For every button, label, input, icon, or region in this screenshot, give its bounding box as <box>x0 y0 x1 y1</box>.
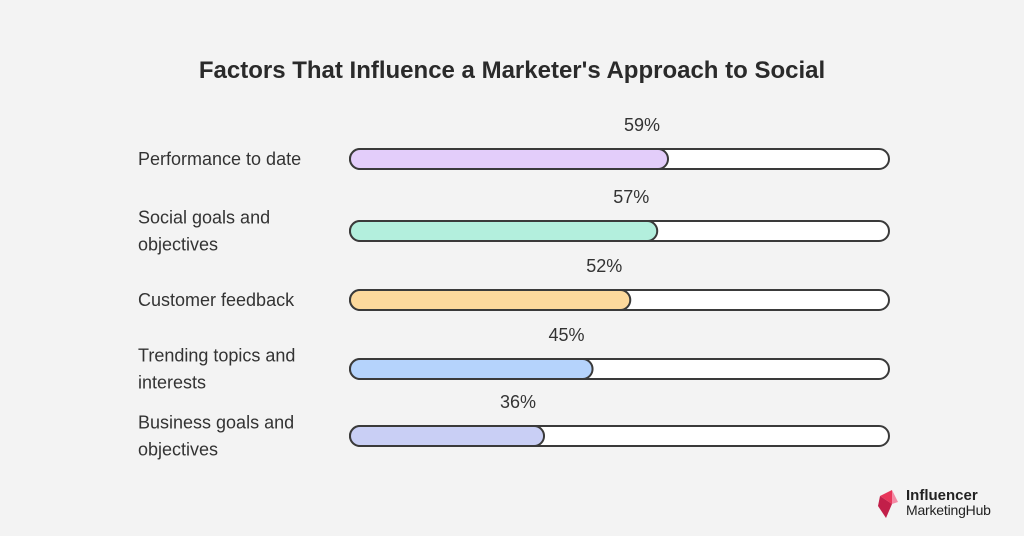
category-label: Customer feedback <box>138 290 295 310</box>
bar-row: 57% Social goals and objectives <box>138 187 890 255</box>
category-label-line: interests <box>138 373 206 393</box>
category-label-line: Performance to date <box>138 149 301 169</box>
logo-shape-top <box>880 490 892 504</box>
bar-rows: 59% Performance to date 57% Social goals an… <box>138 115 890 460</box>
logo-shape-bottom <box>878 496 892 518</box>
bar <box>349 289 632 311</box>
logo-shape-side <box>892 490 898 504</box>
bar <box>349 358 594 380</box>
data-label: 59% <box>624 115 660 135</box>
bar-row: 59% Performance to date <box>138 115 890 170</box>
category-label: Trending topics and interests <box>138 346 295 393</box>
bar-row: 52% Customer feedback <box>138 256 890 311</box>
category-label: Performance to date <box>138 149 301 169</box>
data-label: 52% <box>586 256 622 276</box>
influencer-marketing-hub-logo-icon <box>878 490 898 518</box>
data-label: 36% <box>500 392 536 412</box>
brand-line-1: Influencer <box>906 487 978 504</box>
bar <box>349 148 670 170</box>
chart-title: Factors That Influence a Marketer's Appr… <box>199 57 825 84</box>
bar-row: 36% Business goals and objectives <box>138 392 890 460</box>
bar <box>349 220 659 242</box>
data-label: 57% <box>613 187 649 207</box>
bar <box>349 425 546 447</box>
bar-row: 45% Trending topics and interests <box>138 325 890 393</box>
category-label: Business goals and objectives <box>138 413 294 460</box>
brand-logo: Influencer MarketingHub <box>876 488 1016 524</box>
category-label: Social goals and objectives <box>138 208 270 255</box>
brand-line-2: MarketingHub <box>906 502 991 518</box>
category-label-line: Social goals and <box>138 208 270 228</box>
category-label-line: objectives <box>138 235 218 255</box>
data-label: 45% <box>549 325 585 345</box>
category-label-line: Customer feedback <box>138 290 295 310</box>
brand-wordmark: Influencer MarketingHub <box>906 488 991 518</box>
category-label-line: objectives <box>138 440 218 460</box>
category-label-line: Trending topics and <box>138 346 295 366</box>
category-label-line: Business goals and <box>138 413 294 433</box>
